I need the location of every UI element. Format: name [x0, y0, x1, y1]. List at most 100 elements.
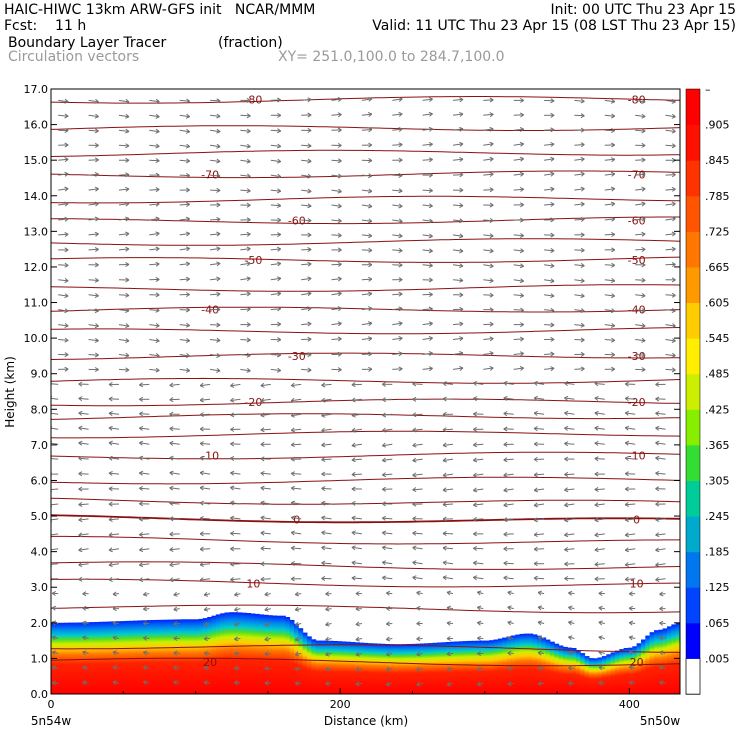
vector-arrowhead: [325, 636, 330, 642]
vector-arrow: [507, 606, 514, 610]
vector-arrowhead: [321, 397, 326, 403]
vector-arrow: [108, 563, 120, 566]
vector-arrow: [392, 189, 403, 192]
vector-arrowhead: [264, 665, 269, 671]
vector-arrowhead: [246, 128, 251, 134]
vector-arrowhead: [246, 291, 251, 297]
vector-arrow: [321, 517, 332, 520]
vector-arrow: [139, 563, 150, 566]
vector-arrowhead: [108, 532, 113, 538]
vector-arrow: [108, 398, 120, 400]
vector-arrow: [301, 219, 312, 222]
vector-arrow: [665, 218, 676, 221]
vector-arrow: [665, 144, 676, 147]
vector-arrowhead: [641, 246, 646, 253]
vector-arrow: [604, 294, 615, 297]
vector-arrowhead: [307, 217, 312, 223]
vector-arrowhead: [580, 263, 585, 268]
vector-arrow: [361, 234, 372, 237]
vector-arrowhead: [671, 323, 676, 329]
vector-arrowhead: [568, 605, 573, 611]
vector-arrow: [422, 113, 433, 116]
vector-arrowhead: [412, 396, 417, 402]
vector-arrowhead: [368, 218, 373, 224]
vector-arrow: [442, 576, 454, 580]
vector-arrowhead: [155, 307, 160, 313]
vector-arrowhead: [428, 97, 433, 102]
vector-arrow: [173, 593, 180, 596]
vector-arrow: [270, 292, 281, 296]
vector-arrowhead: [398, 126, 403, 132]
tracer-column: [411, 643, 416, 694]
vector-arrow: [108, 472, 120, 475]
vector-arrow: [230, 487, 241, 490]
vector-arrow: [240, 144, 251, 148]
colorbar-swatch: [686, 231, 700, 268]
vector-arrow: [442, 428, 454, 431]
vector-arrow: [544, 353, 555, 355]
vector-arrowhead: [519, 366, 525, 371]
vector-arrow: [534, 473, 545, 476]
x-tick-label: 200: [330, 698, 351, 711]
vector-arrow: [598, 607, 605, 610]
vector-arrowhead: [416, 590, 421, 596]
vector-arrowhead: [260, 397, 265, 403]
vector-arrowhead: [185, 231, 191, 237]
vector-arrowhead: [82, 635, 87, 641]
vector-arrow: [58, 188, 69, 191]
vector-arrowhead: [276, 173, 282, 179]
vector-arrowhead: [78, 532, 83, 538]
vector-arrowhead: [611, 127, 616, 134]
vector-arrowhead: [230, 561, 235, 567]
vector-arrow: [143, 681, 150, 684]
vector-arrow: [655, 533, 666, 536]
vector-arrow: [442, 458, 454, 462]
vector-arrow: [665, 309, 676, 312]
vector-arrowhead: [428, 351, 433, 356]
vector-arrowhead: [185, 216, 190, 222]
vector-arrow: [665, 294, 676, 296]
vector-arrowhead: [321, 412, 326, 418]
tracer-column: [250, 613, 256, 694]
vector-arrowhead: [503, 426, 508, 432]
vector-arrowhead: [203, 621, 208, 627]
vector-arrowhead: [185, 98, 190, 104]
vector-arrow: [594, 503, 605, 506]
vector-arrowhead: [655, 562, 660, 568]
vector-arrowhead: [628, 591, 633, 597]
vector-arrow: [230, 383, 241, 387]
vector-arrowhead: [321, 442, 326, 448]
vector-arrow: [149, 218, 160, 221]
vector-arrow: [179, 339, 190, 342]
vector-arrow: [204, 681, 211, 684]
vector-arrowhead: [671, 113, 676, 119]
colorbar-tick-label: .545: [705, 332, 730, 345]
vector-arrow: [452, 352, 464, 355]
vector-arrow: [655, 578, 666, 581]
vector-arrowhead: [459, 292, 464, 298]
vector-arrowhead: [568, 590, 573, 596]
vector-arrowhead: [325, 651, 330, 657]
vector-arrowhead: [655, 547, 660, 553]
vector-arrow: [301, 277, 312, 281]
contour-label: 10: [246, 578, 260, 591]
tracer-column: [363, 642, 369, 694]
colorbar-tick-label: .785: [705, 190, 730, 203]
vector-arrow: [568, 667, 575, 669]
vector-arrow: [108, 457, 120, 460]
vector-arrow: [82, 681, 89, 684]
colorbar-swatch: [686, 373, 700, 410]
y-tick-label: 4.0: [31, 546, 49, 559]
vector-arrow: [625, 548, 636, 551]
vector-arrowhead: [489, 292, 494, 298]
tracer-column: [476, 640, 481, 694]
tracer-column: [380, 643, 386, 694]
vector-arrowhead: [294, 666, 300, 672]
colorbar-swatch: [686, 302, 700, 339]
vector-arrow: [112, 622, 120, 624]
colorbar-tick-label: .005: [705, 652, 730, 665]
tracer-column: [484, 640, 490, 694]
vector-arrowhead: [381, 575, 387, 581]
vector-arrow: [452, 249, 464, 252]
